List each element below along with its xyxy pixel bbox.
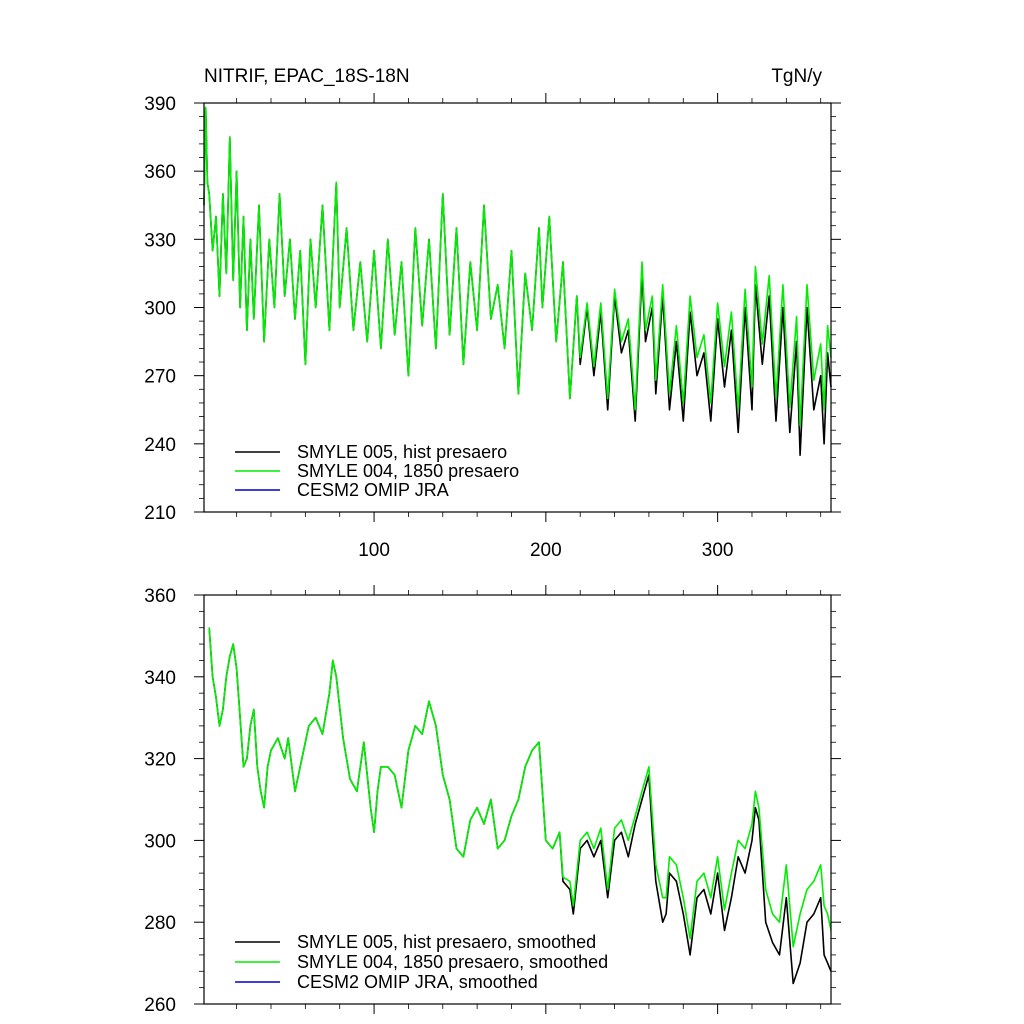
- top-legend-label-1: SMYLE 004, 1850 presaero: [297, 461, 519, 481]
- top-ytick-label: 270: [144, 367, 176, 388]
- top-chart-title: NITRIF, EPAC_18S-18N: [204, 66, 410, 87]
- top-xtick-label: 100: [358, 540, 390, 561]
- top-ytick-label: 210: [144, 503, 176, 524]
- top-ytick-label: 330: [144, 230, 176, 251]
- top-plot-lines: [203, 106, 832, 457]
- bottom-axes: 260 280 300 320 340 360: [144, 585, 841, 1016]
- top-legend-label-2: CESM2 OMIP JRA: [297, 480, 449, 500]
- top-ytick-label: 300: [144, 299, 176, 320]
- top-series-line-1: [203, 106, 832, 427]
- bottom-ytick-label: 320: [144, 750, 176, 771]
- top-xtick-label: 300: [702, 540, 734, 561]
- bottom-plot-frame: [203, 594, 832, 1005]
- bottom-series-line-0: [208, 627, 832, 985]
- top-ytick-label: 240: [144, 435, 176, 456]
- top-axes: 210 240 270 300 330 360 390 100 200 300: [144, 93, 841, 561]
- bottom-legend-label-0: SMYLE 005, hist presaero, smoothed: [297, 932, 596, 952]
- top-plot-frame: [203, 102, 832, 513]
- top-legend-label-0: SMYLE 005, hist presaero: [297, 442, 507, 462]
- top-ytick-label: 360: [144, 162, 176, 183]
- top-chart-units: TgN/y: [771, 66, 822, 87]
- top-panel: NITRIF, EPAC_18S-18N TgN/y 210 240 270 300 3…: [144, 66, 841, 561]
- bottom-legend-label-2: CESM2 OMIP JRA, smoothed: [297, 972, 538, 992]
- bottom-series-line-1: [208, 627, 832, 948]
- top-xtick-label: 200: [530, 540, 562, 561]
- bottom-panel: 260 280 300 320 340 360 SMYLE 005, hist presa…: [144, 585, 841, 1016]
- bottom-ytick-label: 280: [144, 913, 176, 934]
- bottom-plot-lines: [208, 627, 832, 985]
- bottom-ytick-label: 300: [144, 831, 176, 852]
- bottom-ytick-label: 260: [144, 995, 176, 1016]
- bottom-legend: SMYLE 005, hist presaero, smoothedSMYLE …: [235, 932, 608, 992]
- bottom-ytick-label: 360: [144, 586, 176, 607]
- top-ytick-label: 390: [144, 94, 176, 115]
- bottom-legend-label-1: SMYLE 004, 1850 presaero, smoothed: [297, 952, 608, 972]
- bottom-ytick-label: 340: [144, 668, 176, 689]
